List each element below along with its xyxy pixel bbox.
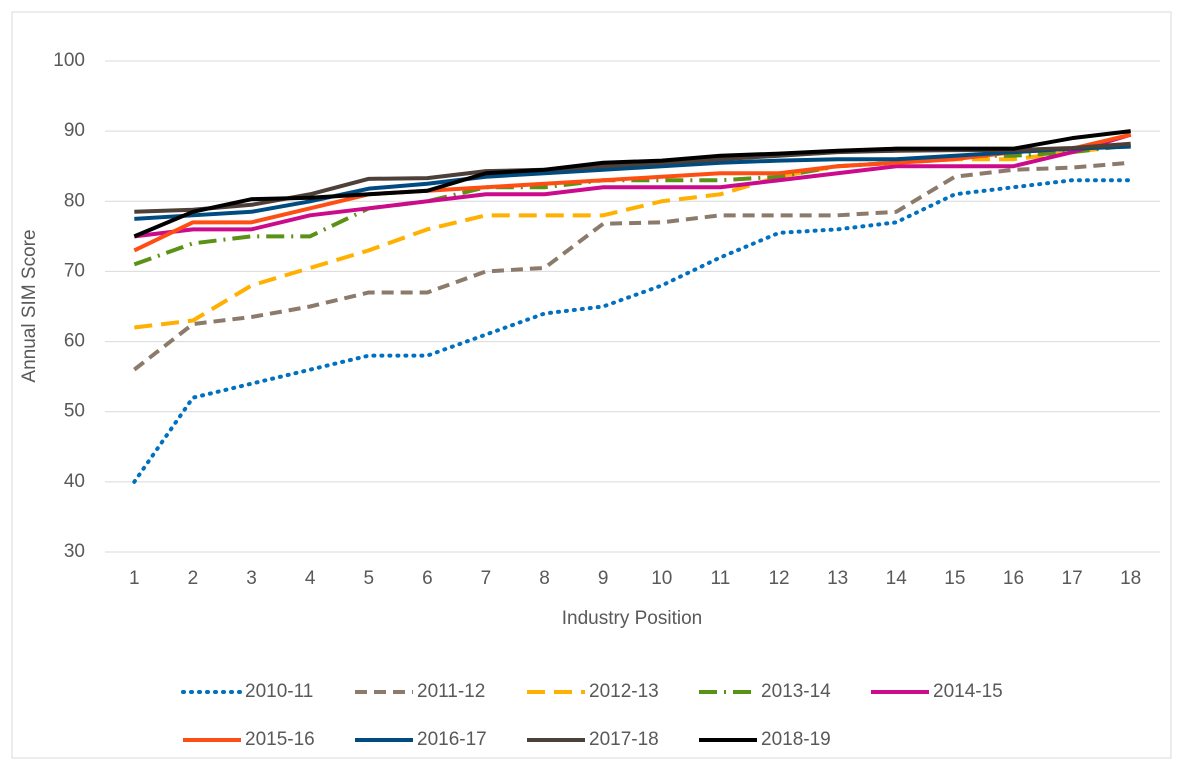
legend-label: 2011-12 xyxy=(417,681,485,702)
y-tick-label: 60 xyxy=(64,331,85,352)
x-tick-label: 17 xyxy=(1062,568,1083,589)
series-line xyxy=(133,129,1131,239)
legend-label: 2018-19 xyxy=(761,729,831,750)
legend-label: 2016-17 xyxy=(417,729,487,750)
x-tick-label: 15 xyxy=(944,568,965,589)
x-tick-label: 8 xyxy=(539,568,550,589)
series-line xyxy=(134,143,1131,330)
y-tick-label: 50 xyxy=(64,401,85,422)
y-tick-label: 100 xyxy=(53,50,85,71)
x-tick-label: 16 xyxy=(1003,568,1024,589)
x-tick-label: 7 xyxy=(481,568,492,589)
y-axis-label: Annual SIM Score xyxy=(19,229,40,382)
x-tick-label: 1 xyxy=(129,568,140,589)
legend-label: 2014-15 xyxy=(933,681,1003,702)
series-line xyxy=(134,144,1131,221)
x-tick-label: 10 xyxy=(651,568,672,589)
legend-label: 2015-16 xyxy=(245,729,315,750)
legend-label: 2013-14 xyxy=(761,681,831,702)
x-tick-label: 3 xyxy=(246,568,257,589)
x-tick-label: 2 xyxy=(188,568,199,589)
x-tick-label: 11 xyxy=(711,568,731,589)
series-line xyxy=(133,132,1132,253)
x-tick-label: 18 xyxy=(1120,568,1141,589)
x-tick-label: 13 xyxy=(827,568,848,589)
y-tick-label: 80 xyxy=(64,190,85,211)
x-tick-label: 9 xyxy=(598,568,609,589)
y-tick-label: 30 xyxy=(64,541,85,562)
legend-label: 2017-18 xyxy=(589,729,659,750)
legend-label: 2010-11 xyxy=(245,681,313,702)
x-tick-label: 14 xyxy=(886,568,908,589)
x-tick-label: 4 xyxy=(305,568,316,589)
y-tick-label: 40 xyxy=(64,471,85,492)
y-tick-label: 90 xyxy=(64,120,85,141)
series-line xyxy=(134,132,1132,239)
legend-label: 2012-13 xyxy=(589,681,659,702)
chart-frame xyxy=(11,11,1172,759)
x-tick-label: 6 xyxy=(422,568,433,589)
series-line xyxy=(133,160,1131,372)
y-tick-label: 70 xyxy=(64,260,85,281)
x-tick-label: 12 xyxy=(768,568,789,589)
x-axis-label: Industry Position xyxy=(562,608,702,629)
x-tick-label: 5 xyxy=(363,568,374,589)
